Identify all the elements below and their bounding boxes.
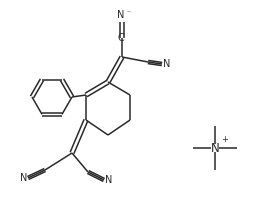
Text: N: N <box>117 10 125 20</box>
Text: ⁻: ⁻ <box>126 8 130 17</box>
Text: N: N <box>20 173 27 183</box>
Text: N: N <box>211 141 219 154</box>
Text: N: N <box>163 59 170 69</box>
Text: C: C <box>118 33 124 43</box>
Text: N: N <box>105 175 112 185</box>
Text: +: + <box>221 135 228 144</box>
